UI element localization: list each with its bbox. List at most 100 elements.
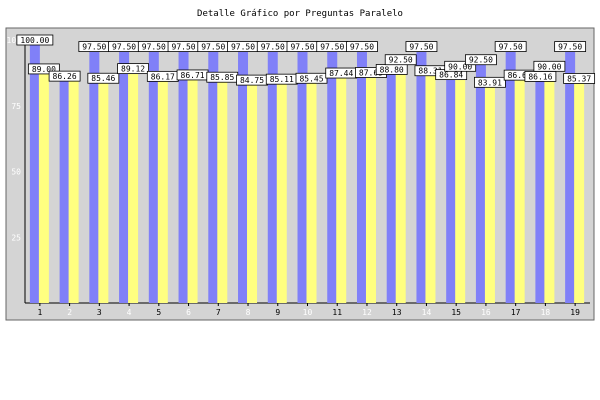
x-tick-label: 8 [246,308,251,317]
bar-series2 [98,78,109,303]
data-label-box [16,34,54,46]
data-label-box [554,41,587,52]
data-label: 97.50 [231,43,255,52]
data-label: 86.84 [439,71,463,80]
data-label-box [474,76,506,88]
data-label-box [87,72,120,84]
data-label-box [405,41,438,52]
bar-series2 [276,79,287,303]
bar-series2 [455,66,466,303]
x-tick-label: 13 [392,308,402,317]
bar-series1 [148,46,159,303]
x-tick-label: 3 [97,308,102,317]
data-label: 100.00 [20,36,49,45]
bar-series1 [446,74,457,303]
data-label: 86.26 [53,72,77,81]
bar-series1 [59,76,70,303]
bar-series1 [89,46,100,303]
bar-series1 [327,46,338,303]
bar-series2 [217,77,228,303]
x-tick-label: 7 [216,308,221,317]
data-label: 85.37 [567,74,591,83]
data-label: 85.11 [270,75,294,84]
bar-series2 [425,70,436,304]
data-label: 85.46 [91,74,115,83]
bar-series2 [68,76,79,303]
data-label: 97.50 [172,43,196,52]
bar-series2 [514,75,525,303]
bar-series2 [365,72,376,303]
data-label: 92.50 [389,56,413,65]
x-tick-label: 1 [37,308,42,317]
data-label-box [117,63,149,75]
x-tick-label: 10 [303,308,313,317]
data-label: 97.50 [142,43,166,52]
data-label: 89.12 [121,65,145,74]
data-label: 97.50 [499,43,523,52]
data-label: 97.50 [261,43,285,52]
data-label: 88.80 [380,65,404,74]
bar-series1 [505,46,516,303]
data-label-box [465,54,497,66]
data-label: 87.44 [329,69,353,78]
bar-series1 [208,46,219,303]
data-label: 85.45 [299,74,323,83]
y-tick-label: 25 [11,233,21,242]
x-tick-label: 18 [541,308,551,317]
data-label: 97.50 [558,43,582,52]
bar-series1 [535,76,546,303]
data-label: 86.64 [508,71,532,80]
x-tick-label: 6 [186,308,191,317]
data-label-box [494,41,527,52]
x-tick-label: 16 [481,308,491,317]
data-label: 97.50 [112,43,136,52]
bar-series1 [356,46,367,303]
data-label: 90.00 [537,62,561,71]
bar-series2 [157,76,168,304]
data-label: 89.00 [32,65,56,74]
x-tick-label: 19 [570,308,580,317]
data-label: 83.91 [478,78,502,87]
data-label: 84.75 [240,76,264,85]
x-tick-label: 15 [451,308,461,317]
x-tick-label: 4 [127,308,132,317]
data-label: 90.00 [448,62,472,71]
x-tick-label: 2 [67,308,72,317]
data-label-box [27,63,60,75]
data-label: 97.50 [320,43,344,52]
x-tick-label: 17 [511,308,521,317]
data-label-box [444,60,477,72]
data-label: 97.50 [409,43,433,52]
x-tick-label: 12 [362,308,372,317]
data-label: 97.50 [290,43,314,52]
data-label: 97.50 [82,43,106,52]
data-label-box [346,41,378,52]
bar-series1 [119,46,130,303]
bar-series1 [238,46,249,303]
y-tick-label: 75 [11,102,21,111]
data-label-box [563,73,596,84]
data-label: 97.50 [201,43,225,52]
x-tick-label: 14 [422,308,432,317]
y-tick-label: 50 [11,168,21,177]
x-tick-label: 5 [156,308,161,317]
data-label: 86.71 [181,71,205,80]
bar-series2 [187,74,198,303]
bar-series2 [395,59,406,303]
data-label: 97.50 [350,43,374,52]
bar-series1 [297,46,308,303]
bar-series2 [336,73,347,303]
data-label: 87.65 [359,68,383,77]
data-label-box [48,70,81,82]
bar-series2 [574,78,585,303]
bar-series2 [306,78,317,303]
bar-series1 [416,46,427,303]
data-label: 85.85 [210,73,234,82]
x-tick-label: 9 [275,308,280,317]
bar-series1 [475,59,486,303]
data-label-box [533,60,566,72]
bar-series1 [565,46,576,303]
bar-series1 [178,46,189,303]
